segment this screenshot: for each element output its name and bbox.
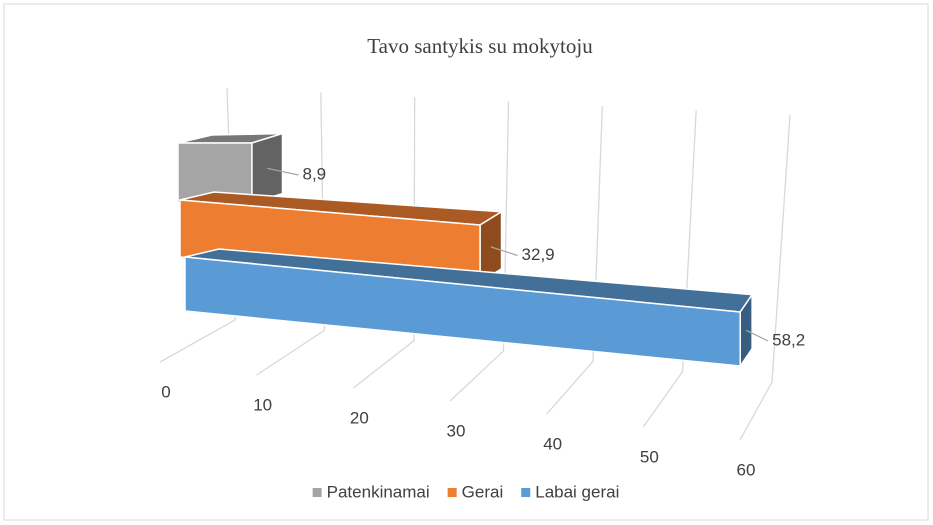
leader-line [745, 329, 769, 342]
leader-line [490, 246, 518, 257]
x-tick-label: 30 [447, 421, 466, 440]
x-tick-label: 20 [350, 408, 369, 427]
legend-swatch [312, 488, 322, 497]
legend-label: Labai gerai [535, 482, 619, 501]
value-label: 58,2 [772, 330, 805, 349]
x-tick-label: 40 [543, 434, 562, 453]
grid-line [546, 105, 603, 415]
legend-swatch [447, 488, 457, 497]
x-tick-label: 50 [640, 447, 659, 466]
chart-title: Tavo santykis su mokytoju [367, 34, 593, 58]
legend-swatch [521, 488, 531, 497]
x-tick-label: 0 [161, 382, 170, 401]
grid-line [739, 114, 791, 441]
bar-front [184, 256, 741, 367]
grid-line [352, 96, 416, 389]
x-tick-label: 10 [253, 395, 272, 414]
legend-label: Patenkinamai [327, 482, 430, 501]
leader-line [267, 167, 299, 176]
grid-line [642, 110, 697, 428]
legend-label: Gerai [462, 482, 504, 501]
grid-line [449, 101, 510, 402]
value-label: 32,9 [522, 245, 555, 264]
grid-line [256, 92, 326, 376]
value-label: 8,9 [302, 164, 326, 183]
x-tick-label: 60 [737, 460, 756, 479]
